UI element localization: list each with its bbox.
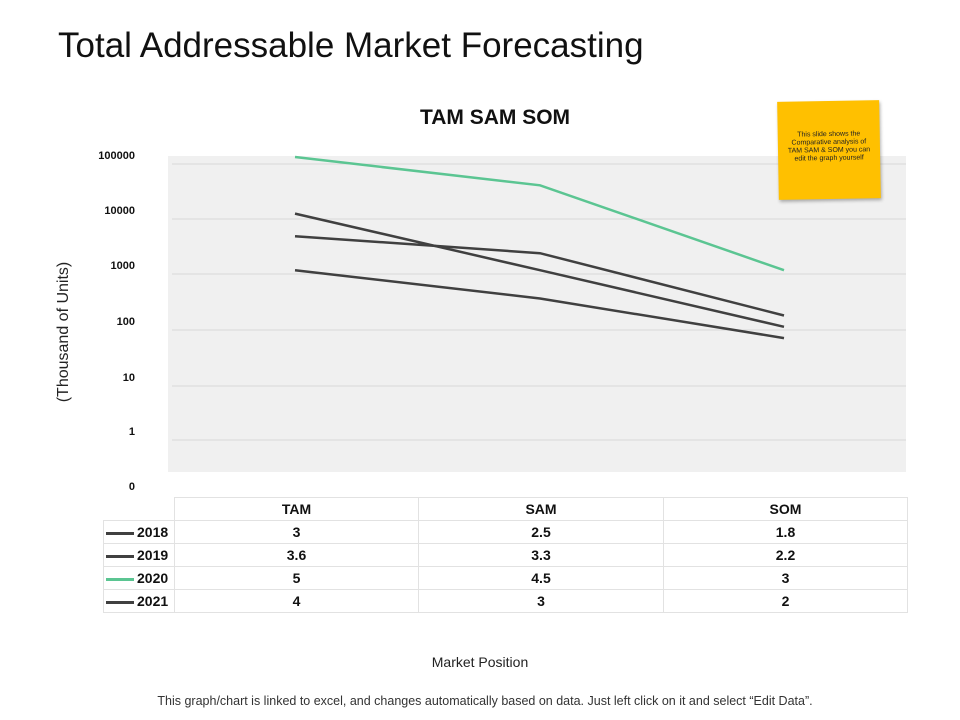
- table-corner: [104, 498, 175, 521]
- table-cell: 4: [174, 589, 419, 613]
- table-header-row: TAM SAM SOM: [104, 497, 908, 521]
- table-row: 2019 3.6 3.3 2.2: [103, 543, 908, 567]
- table-cell: 3: [174, 520, 419, 544]
- series-line-2019: [294, 234, 785, 317]
- chart-plot: 0 1 10 100 1000 10000 100000: [98, 150, 906, 493]
- legend-line-swatch: [106, 600, 134, 604]
- y-tick-label: 100000: [98, 150, 135, 162]
- table-cell: 3: [663, 566, 908, 590]
- legend-line-swatch: [106, 554, 134, 558]
- table-row: 2020 5 4.5 3: [103, 566, 908, 590]
- series-line-2020: [294, 155, 785, 272]
- series-name: 2019: [137, 547, 169, 563]
- y-tick-label: 0: [129, 481, 135, 493]
- page-title: Total Addressable Market Forecasting: [58, 26, 644, 65]
- plot-area: [168, 156, 906, 472]
- table-cell: 2.2: [663, 543, 908, 567]
- y-tick-label: 100: [117, 316, 135, 328]
- series-legend-cell: 2021: [103, 589, 175, 613]
- sticky-note: This slide shows the Comparative analysi…: [777, 100, 881, 200]
- series-legend-cell: 2019: [103, 543, 175, 567]
- legend-line-swatch: [106, 577, 134, 581]
- table-header-sam: SAM: [418, 497, 664, 521]
- table-cell: 3: [418, 589, 664, 613]
- table-header-som: SOM: [663, 497, 908, 521]
- series-lines: [294, 155, 785, 340]
- table-row: 2021 4 3 2: [103, 589, 908, 613]
- grid-lines: [172, 163, 906, 441]
- data-table: TAM SAM SOM 2018 3 2.5 1.8 2019 3.6 3.3 2.2 2020…: [103, 497, 908, 613]
- series-line-2018: [294, 268, 785, 340]
- table-cell: 2.5: [418, 520, 664, 544]
- y-tick-label: 1: [129, 426, 135, 438]
- x-axis-label: Market Position: [431, 654, 529, 670]
- footer-note: This graph/chart is linked to excel, and…: [157, 694, 813, 708]
- table-row: 2018 3 2.5 1.8: [103, 520, 908, 544]
- legend-line-swatch: [106, 531, 134, 535]
- y-tick-label: 10: [123, 372, 135, 384]
- y-tick-labels: 0 1 10 100 1000 10000 100000: [98, 150, 135, 493]
- y-tick-label: 1000: [111, 260, 135, 272]
- series-legend-cell: 2020: [103, 566, 175, 590]
- table-cell: 3.6: [174, 543, 419, 567]
- table-cell: 3.3: [418, 543, 664, 567]
- series-name: 2018: [137, 524, 169, 540]
- table-cell: 1.8: [663, 520, 908, 544]
- series-name: 2020: [137, 570, 169, 586]
- y-tick-label: 10000: [104, 205, 135, 217]
- chart-title: TAM SAM SOM: [419, 106, 571, 129]
- table-header-tam: TAM: [174, 497, 419, 521]
- series-line-2021: [294, 212, 785, 329]
- series-name: 2021: [137, 593, 169, 609]
- table-cell: 2: [663, 589, 908, 613]
- table-cell: 5: [174, 566, 419, 590]
- table-cell: 4.5: [418, 566, 664, 590]
- series-legend-cell: 2018: [103, 520, 175, 544]
